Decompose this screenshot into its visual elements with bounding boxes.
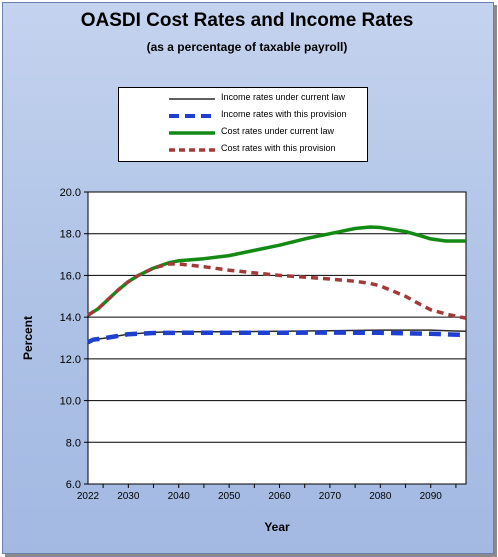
legend-entry-cost-current-law: Cost rates under current law bbox=[119, 125, 367, 141]
y-tick-label-4: 14.0 bbox=[60, 312, 81, 324]
legend: Income rates under current law Income ra… bbox=[118, 87, 368, 162]
y-tick-label-6: 18.0 bbox=[60, 229, 81, 241]
x-tick-label-4: 2060 bbox=[268, 491, 291, 502]
y-tick-label-5: 16.0 bbox=[60, 270, 81, 282]
y-tick-label-2: 10.0 bbox=[60, 396, 81, 408]
legend-swatch-cost-current-law bbox=[169, 131, 215, 135]
x-tick-label-1: 2030 bbox=[117, 491, 140, 502]
legend-swatch-income-provision bbox=[169, 114, 215, 118]
chart-subtitle: (as a percentage of taxable payroll) bbox=[146, 40, 348, 54]
legend-swatch-income-current-law bbox=[169, 98, 215, 100]
legend-label-cost-provision: Cost rates with this provision bbox=[221, 143, 336, 153]
x-tick-label-3: 2050 bbox=[218, 491, 241, 502]
x-tick-label-7: 2090 bbox=[420, 491, 443, 502]
legend-entry-income-current-law: Income rates under current law bbox=[119, 91, 367, 107]
legend-label-cost-current-law: Cost rates under current law bbox=[221, 126, 335, 136]
series-line-3 bbox=[87, 262, 467, 320]
x-tick-label-5: 2070 bbox=[319, 491, 342, 502]
y-tick-label-3: 12.0 bbox=[60, 354, 81, 366]
legend-label-income-provision: Income rates with this provision bbox=[221, 109, 347, 119]
x-tick-label-0: 2022 bbox=[77, 491, 100, 502]
y-tick-label-7: 20.0 bbox=[60, 187, 81, 199]
legend-entry-income-provision: Income rates with this provision bbox=[119, 108, 367, 124]
x-axis-title: Year bbox=[264, 520, 290, 534]
y-axis-title: Percent bbox=[21, 316, 35, 360]
y-tick-label-0: 6.0 bbox=[66, 479, 81, 491]
legend-entry-cost-provision: Cost rates with this provision bbox=[119, 142, 367, 158]
x-tick-label-6: 2080 bbox=[369, 491, 392, 502]
legend-swatch-cost-provision bbox=[169, 148, 215, 152]
x-tick-label-2: 2040 bbox=[168, 491, 191, 502]
chart-title: OASDI Cost Rates and Income Rates bbox=[80, 10, 414, 31]
legend-label-income-current-law: Income rates under current law bbox=[221, 92, 346, 102]
y-tick-label-1: 8.0 bbox=[66, 437, 81, 449]
series-line-1 bbox=[86, 330, 467, 345]
plot-area bbox=[87, 191, 467, 485]
